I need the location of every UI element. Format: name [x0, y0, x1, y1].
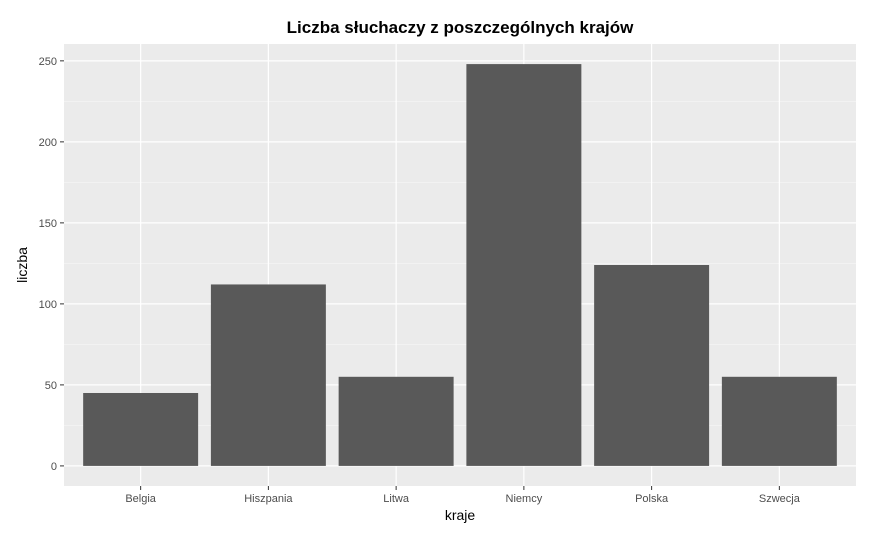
x-axis-ticks: Belgia Hiszpania Litwa Niemcy Polska Szwecja [125, 486, 801, 505]
bars [83, 64, 837, 466]
x-tick-label: Litwa [383, 493, 410, 505]
y-tick-label: 0 [51, 461, 57, 473]
x-tick-label: Polska [635, 493, 669, 505]
y-tick-label: 150 [39, 218, 57, 230]
y-axis-ticks: 0 50 100 150 200 250 [39, 56, 64, 473]
bar-belgia [83, 392, 199, 466]
y-tick-label: 50 [45, 380, 57, 392]
chart-title: Liczba słuchaczy z poszczególnych krajów [287, 18, 634, 37]
bar-niemcy [466, 64, 582, 466]
bar-hiszpania [210, 284, 326, 466]
y-tick-label: 200 [39, 137, 57, 149]
y-tick-label: 100 [39, 299, 57, 311]
bar-polska [594, 265, 710, 466]
x-axis-title: kraje [445, 507, 476, 523]
bar-szwecja [721, 376, 837, 466]
bar-litwa [338, 376, 454, 466]
y-axis-title: liczba [14, 247, 30, 283]
x-tick-label: Niemcy [506, 493, 543, 505]
x-tick-label: Belgia [125, 493, 156, 505]
y-tick-label: 250 [39, 56, 57, 68]
x-tick-label: Szwecja [759, 493, 801, 505]
x-tick-label: Hiszpania [244, 493, 293, 505]
